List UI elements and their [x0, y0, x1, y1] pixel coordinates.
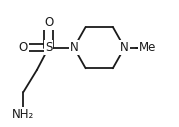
Text: S: S — [45, 41, 52, 54]
Text: N: N — [120, 41, 129, 54]
Text: O: O — [19, 41, 28, 54]
Text: O: O — [44, 16, 53, 29]
Text: N: N — [70, 41, 78, 54]
Text: Me: Me — [139, 41, 157, 54]
Text: NH₂: NH₂ — [12, 108, 35, 121]
